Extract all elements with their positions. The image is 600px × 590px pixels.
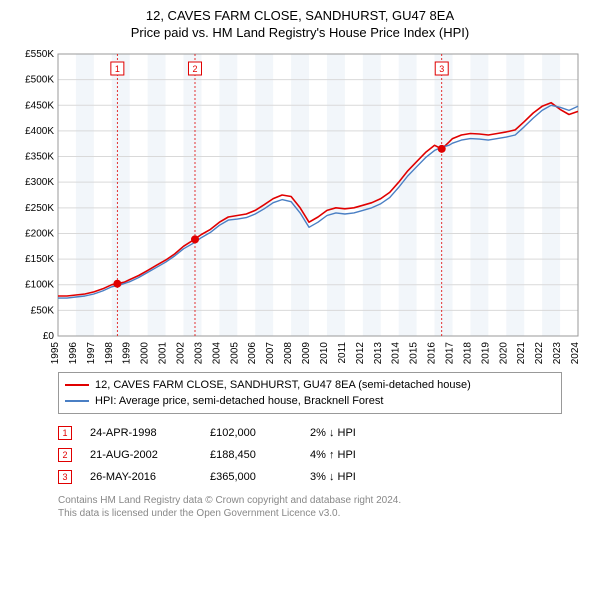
svg-text:2012: 2012: [355, 342, 366, 365]
svg-text:1998: 1998: [104, 342, 115, 365]
svg-text:£350K: £350K: [25, 152, 54, 163]
svg-text:2001: 2001: [158, 342, 169, 365]
attribution-line: This data is licensed under the Open Gov…: [58, 507, 562, 520]
svg-text:2017: 2017: [444, 342, 455, 365]
event-hpi-delta: 3% ↓ HPI: [310, 471, 430, 483]
svg-text:2: 2: [192, 64, 197, 74]
svg-text:2023: 2023: [552, 342, 563, 365]
legend-label: 12, CAVES FARM CLOSE, SANDHURST, GU47 8E…: [95, 379, 471, 391]
legend: 12, CAVES FARM CLOSE, SANDHURST, GU47 8E…: [58, 372, 562, 414]
event-date: 26-MAY-2016: [90, 471, 210, 483]
svg-text:£0: £0: [43, 331, 55, 342]
legend-swatch: [65, 400, 89, 402]
svg-text:£250K: £250K: [25, 203, 54, 214]
event-row: 1 24-APR-1998£102,0002% ↓ HPI: [58, 422, 562, 444]
svg-text:1997: 1997: [86, 342, 97, 365]
svg-text:2008: 2008: [283, 342, 294, 365]
event-price: £102,000: [210, 427, 310, 439]
svg-text:1: 1: [115, 64, 120, 74]
svg-text:£400K: £400K: [25, 126, 54, 137]
title-block: 12, CAVES FARM CLOSE, SANDHURST, GU47 8E…: [10, 8, 590, 40]
title-main: 12, CAVES FARM CLOSE, SANDHURST, GU47 8E…: [10, 8, 590, 23]
svg-text:2016: 2016: [427, 342, 438, 365]
svg-text:£200K: £200K: [25, 228, 54, 239]
svg-text:2014: 2014: [391, 342, 402, 365]
attribution-line: Contains HM Land Registry data © Crown c…: [58, 494, 562, 507]
svg-text:2007: 2007: [265, 342, 276, 365]
price-chart: £0 £50K £100K £150K £200K £250K £300K £350K £400…: [10, 46, 590, 366]
svg-text:2000: 2000: [140, 342, 151, 365]
svg-text:£450K: £450K: [25, 100, 54, 111]
svg-text:£50K: £50K: [31, 305, 55, 316]
svg-text:2022: 2022: [534, 342, 545, 365]
event-price: £188,450: [210, 449, 310, 461]
svg-text:2015: 2015: [409, 342, 420, 365]
svg-text:2021: 2021: [516, 342, 527, 365]
svg-text:1996: 1996: [68, 342, 79, 365]
svg-text:2024: 2024: [570, 342, 581, 365]
svg-text:£100K: £100K: [25, 280, 54, 291]
svg-text:£500K: £500K: [25, 75, 54, 86]
event-marker-box: 2: [58, 448, 72, 462]
event-date: 21-AUG-2002: [90, 449, 210, 461]
event-marker-box: 3: [58, 470, 72, 484]
svg-text:3: 3: [439, 64, 444, 74]
svg-text:2018: 2018: [462, 342, 473, 365]
event-marker-box: 1: [58, 426, 72, 440]
event-list: 1 24-APR-1998£102,0002% ↓ HPI 2 21-AUG-2002…: [58, 422, 562, 488]
event-row: 2 21-AUG-2002£188,4504% ↑ HPI: [58, 444, 562, 466]
event-date: 24-APR-1998: [90, 427, 210, 439]
svg-text:2004: 2004: [211, 342, 222, 365]
svg-text:2013: 2013: [373, 342, 384, 365]
event-hpi-delta: 4% ↑ HPI: [310, 449, 430, 461]
svg-text:2003: 2003: [193, 342, 204, 365]
svg-text:2011: 2011: [337, 342, 348, 364]
svg-text:£550K: £550K: [25, 49, 54, 60]
chart-svg: £0 £50K £100K £150K £200K £250K £300K £350K £400…: [10, 46, 590, 366]
svg-text:1999: 1999: [122, 342, 133, 365]
legend-item: HPI: Average price, semi-detached house,…: [65, 393, 555, 409]
title-sub: Price paid vs. HM Land Registry's House …: [10, 25, 590, 40]
svg-text:2019: 2019: [480, 342, 491, 365]
svg-text:2005: 2005: [229, 342, 240, 365]
svg-text:£150K: £150K: [25, 254, 54, 265]
event-hpi-delta: 2% ↓ HPI: [310, 427, 430, 439]
svg-text:2020: 2020: [498, 342, 509, 365]
svg-text:£300K: £300K: [25, 177, 54, 188]
event-row: 3 26-MAY-2016£365,0003% ↓ HPI: [58, 466, 562, 488]
svg-text:2006: 2006: [247, 342, 258, 365]
event-price: £365,000: [210, 471, 310, 483]
svg-text:2009: 2009: [301, 342, 312, 365]
svg-text:2010: 2010: [319, 342, 330, 365]
attribution: Contains HM Land Registry data © Crown c…: [58, 494, 562, 520]
legend-swatch: [65, 384, 89, 386]
svg-text:1995: 1995: [50, 342, 61, 365]
legend-label: HPI: Average price, semi-detached house,…: [95, 395, 383, 407]
svg-text:2002: 2002: [176, 342, 187, 365]
legend-item: 12, CAVES FARM CLOSE, SANDHURST, GU47 8E…: [65, 377, 555, 393]
